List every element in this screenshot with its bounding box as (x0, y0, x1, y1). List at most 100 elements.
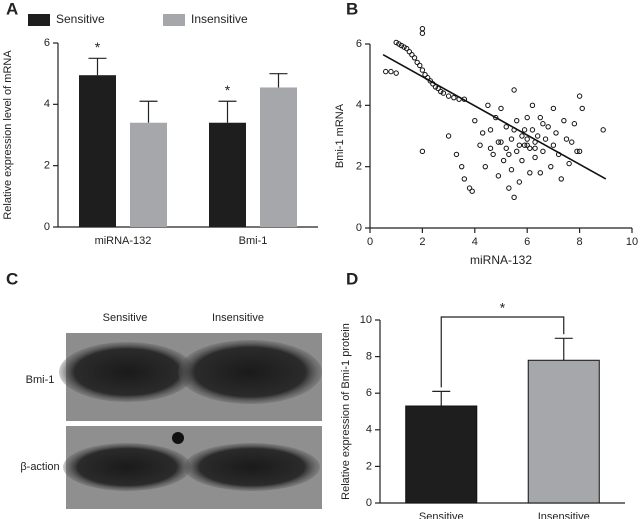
scatter-point (438, 88, 444, 95)
scatter-point (459, 163, 465, 170)
significance-bracket (440, 316, 565, 388)
scatter-point (576, 148, 583, 155)
scatter-point (545, 124, 551, 130)
western-blot: Sensitive Insensitive Bmi-1 β-action (20, 312, 322, 509)
x-tick-label: 4 (472, 236, 478, 248)
y-tick-label: 4 (44, 98, 50, 110)
legend-label: Insensitive (191, 12, 248, 26)
scatter-point (527, 145, 533, 151)
x-tick-label: 6 (524, 236, 530, 248)
scatter-point (558, 176, 564, 182)
scatter-point (503, 145, 509, 151)
scatter-point (571, 121, 578, 127)
scatter-point (487, 145, 494, 151)
y-tick-label: 2 (356, 161, 362, 173)
lane-label: Insensitive (212, 312, 264, 324)
scatter-point (550, 105, 557, 112)
significance-mark: * (95, 39, 101, 55)
scatter-point (487, 127, 494, 133)
scatter-point (521, 142, 528, 148)
scatter-point (529, 102, 536, 109)
y-tick-label: 4 (366, 424, 372, 436)
scatter-point (453, 151, 460, 158)
panel-label: A (6, 0, 18, 18)
scatter-point (500, 157, 507, 164)
y-tick-label: 0 (356, 222, 362, 234)
scatter-point (393, 70, 399, 76)
significance-mark: * (500, 300, 506, 316)
scatter-point (514, 117, 520, 124)
scatter-point (566, 160, 572, 167)
x-tick-label: 8 (577, 236, 583, 248)
scatter-point (563, 136, 570, 142)
scatter-point (490, 151, 496, 158)
y-tick-label: 4 (356, 99, 362, 111)
scatter-point (414, 59, 420, 66)
scatter-point (417, 62, 423, 69)
scatter-point (383, 68, 389, 75)
scatter-point (422, 71, 428, 78)
scatter-point (398, 42, 405, 49)
scatter-point (537, 114, 543, 121)
scatter-point (472, 117, 478, 124)
x-tick-label: miRNA-132 (95, 235, 152, 247)
bar (130, 122, 167, 227)
scatter-point (440, 90, 447, 96)
scatter-point (521, 127, 528, 133)
legend-label: Sensitive (56, 12, 105, 26)
bar (405, 405, 478, 504)
panel-label: D (346, 269, 358, 288)
scatter-point (396, 41, 402, 47)
scatter-point (406, 48, 412, 55)
scatter-point (550, 142, 557, 148)
scatter-point (485, 102, 491, 109)
scatter-point (419, 25, 426, 32)
scatter-point (516, 179, 523, 185)
scatter-point (561, 117, 567, 124)
scatter-point (508, 167, 515, 173)
y-tick-label: 2 (44, 160, 50, 172)
scatter-point (445, 93, 452, 99)
x-tick-label: 10 (626, 236, 638, 248)
scatter-point (516, 142, 523, 148)
y-axis-label: Relative expression of Bmi-1 protein (340, 323, 352, 500)
scatter-point (409, 52, 415, 58)
scatter-point (411, 55, 418, 61)
scatter-point (393, 39, 399, 46)
scatter-point (542, 136, 549, 142)
scatter-point (498, 139, 504, 145)
scatter-point (511, 87, 517, 93)
scatter-point (479, 130, 486, 136)
lane-label: Sensitive (103, 312, 148, 324)
y-tick-label: 0 (366, 497, 372, 509)
y-tick-label: 2 (366, 460, 372, 472)
significance-mark: * (225, 82, 231, 98)
scatter-point (574, 148, 580, 155)
scatter-point (493, 114, 499, 121)
scatter-point (495, 173, 502, 179)
scatter-point (519, 157, 525, 164)
scatter-point (469, 188, 475, 194)
scatter-point (508, 136, 515, 142)
scatter-point (527, 170, 533, 176)
scatter-point (540, 148, 546, 155)
scatter-point (534, 133, 541, 139)
scatter-point (540, 121, 546, 127)
bar (527, 359, 600, 504)
y-axis-label: Bmi-1 mRNA (334, 103, 346, 168)
scatter-point (511, 194, 517, 201)
scatter-point (532, 145, 538, 151)
legend-swatch (28, 14, 50, 26)
scatter-point (506, 151, 512, 158)
scatter-point (519, 133, 525, 139)
scatter-point (466, 185, 473, 191)
scatter-point (569, 139, 575, 145)
scatter-point (506, 185, 512, 191)
panel-label: B (346, 0, 358, 18)
scatter-point (524, 114, 530, 121)
bar (260, 87, 297, 227)
panel-label: C (6, 269, 18, 288)
y-axis-label: Relative expression level of mRNA (2, 50, 14, 220)
scatter-point (427, 78, 433, 84)
